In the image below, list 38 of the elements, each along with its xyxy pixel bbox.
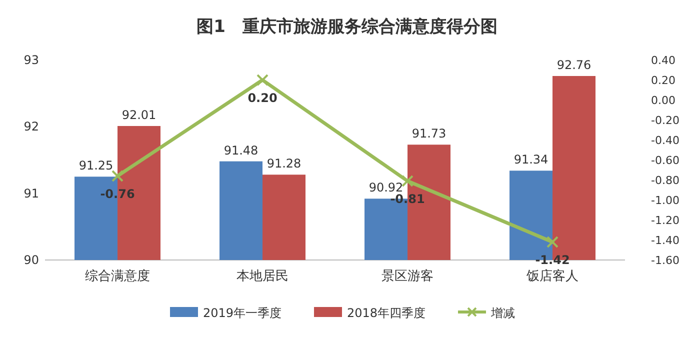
point bbox=[546, 236, 558, 248]
point bbox=[256, 74, 268, 86]
point bbox=[112, 170, 124, 182]
y2-tick-label: -1.60 bbox=[651, 254, 680, 267]
y2-tick-label: 0.00 bbox=[651, 94, 676, 107]
x-tick-label: 综合满意度 bbox=[85, 268, 150, 284]
legend-label: 2019年一季度 bbox=[203, 306, 282, 320]
legend-label: 2018年四季度 bbox=[347, 306, 426, 320]
chart-title: 图1 重庆市旅游服务综合满意度得分图 bbox=[196, 17, 498, 37]
data-label: 91.34 bbox=[514, 152, 548, 167]
y-tick-label: 90 bbox=[24, 253, 39, 267]
point bbox=[402, 175, 414, 187]
data-label: 91.73 bbox=[412, 126, 446, 141]
data-label: 91.28 bbox=[266, 156, 302, 171]
x-tick-label: 景区游客 bbox=[382, 268, 434, 284]
y2-tick-label: -0.60 bbox=[651, 154, 680, 167]
y2-tick-label: 0.40 bbox=[651, 54, 676, 67]
y2-tick-label: -1.40 bbox=[651, 234, 680, 247]
y2-tick-label: -0.20 bbox=[651, 114, 680, 127]
y2-tick-label: -0.80 bbox=[651, 174, 680, 187]
data-label: -0.76 bbox=[100, 187, 135, 201]
data-label: 92.01 bbox=[122, 108, 156, 122]
y2-tick-label: -1.20 bbox=[651, 214, 680, 227]
y2-tick-label: 0.20 bbox=[651, 74, 676, 87]
legend-label: 增减 bbox=[490, 306, 515, 320]
data-label: 92.76 bbox=[556, 58, 592, 72]
data-label: 0.20 bbox=[248, 91, 278, 105]
y2-tick-label: -1.00 bbox=[651, 194, 680, 207]
y2-tick-label: -0.40 bbox=[651, 134, 680, 147]
data-label: -0.81 bbox=[390, 192, 425, 206]
data-label: 91.25 bbox=[78, 158, 114, 173]
x-tick-label: 本地居民 bbox=[236, 269, 288, 284]
y-tick-label: 91 bbox=[24, 186, 39, 200]
y-tick-label: 92 bbox=[24, 120, 39, 134]
data-label: 90.92 bbox=[368, 180, 404, 195]
data-label: 91.48 bbox=[224, 143, 258, 158]
y-tick-label: 93 bbox=[24, 53, 39, 67]
x-tick-label: 饭店客人 bbox=[526, 268, 578, 284]
